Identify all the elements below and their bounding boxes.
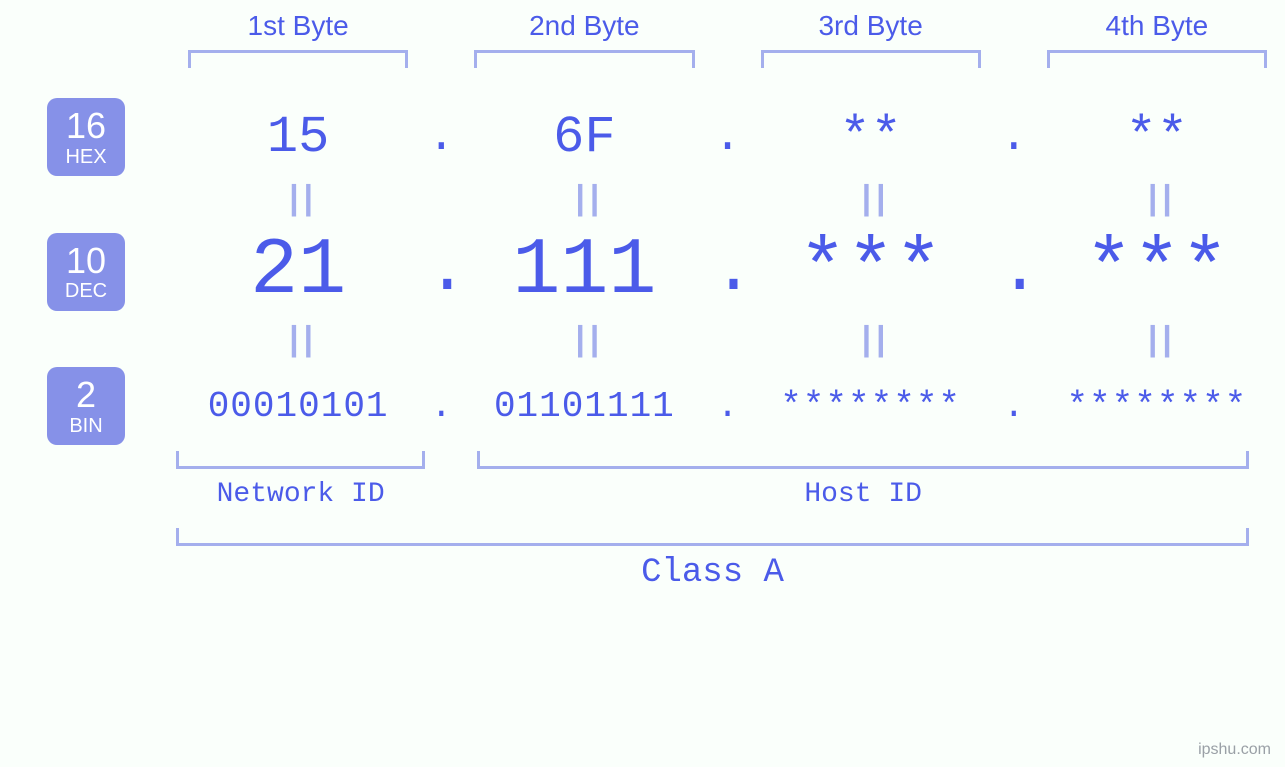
dec-base-number: 10 [66, 241, 106, 281]
watermark: ipshu.com [1198, 741, 1271, 759]
dec-byte-2: 111 [456, 226, 712, 317]
dot: . [999, 232, 1029, 311]
byte-header-2: 2nd Byte [456, 10, 712, 42]
equals-icon: || [1029, 182, 1285, 220]
hex-byte-2: 6F [456, 108, 712, 167]
host-id-label: Host ID [471, 479, 1255, 510]
bin-byte-1: 00010101 [170, 386, 426, 427]
dot: . [713, 111, 743, 163]
byte-header-3: 3rd Byte [743, 10, 999, 42]
equals-row: || || || || [0, 317, 1285, 367]
equals-icon: || [456, 182, 712, 220]
byte-header-4: 4th Byte [1029, 10, 1285, 42]
bin-base-label: BIN [69, 415, 102, 437]
top-brackets-row [0, 42, 1285, 68]
dot: . [426, 386, 456, 427]
dec-byte-4: *** [1029, 226, 1285, 317]
equals-icon: || [743, 323, 999, 361]
dot: . [999, 386, 1029, 427]
hex-badge: 16 HEX [47, 98, 125, 176]
class-bracket [176, 528, 1249, 546]
top-bracket [761, 50, 981, 68]
dot: . [426, 232, 456, 311]
hex-byte-3: ** [743, 108, 999, 167]
bin-byte-2: 01101111 [456, 386, 712, 427]
byte-header-row: 1st Byte 2nd Byte 3rd Byte 4th Byte [0, 10, 1285, 42]
dec-base-label: DEC [65, 280, 107, 302]
bin-byte-4: ******** [1029, 386, 1285, 427]
top-bracket [188, 50, 408, 68]
dot: . [713, 386, 743, 427]
equals-icon: || [456, 323, 712, 361]
bottom-section: Network ID Host ID Class A [170, 451, 1255, 592]
class-label: Class A [170, 554, 1255, 592]
dot: . [426, 111, 456, 163]
host-id-bracket [477, 451, 1249, 469]
hex-base-label: HEX [65, 146, 106, 168]
hex-byte-4: ** [1029, 108, 1285, 167]
top-bracket [474, 50, 694, 68]
bin-base-number: 2 [76, 375, 96, 415]
dec-byte-1: 21 [170, 226, 426, 317]
network-id-label: Network ID [170, 479, 431, 510]
dot: . [999, 111, 1029, 163]
bin-byte-3: ******** [743, 386, 999, 427]
bin-row: 2 BIN 00010101 . 01101111 . ******** . *… [0, 367, 1285, 445]
dot: . [713, 232, 743, 311]
dec-badge: 10 DEC [47, 233, 125, 311]
hex-base-number: 16 [66, 106, 106, 146]
top-bracket [1047, 50, 1267, 68]
dec-byte-3: *** [743, 226, 999, 317]
equals-icon: || [170, 323, 426, 361]
bin-badge: 2 BIN [47, 367, 125, 445]
hex-row: 16 HEX 15 . 6F . ** . ** [0, 98, 1285, 176]
equals-row: || || || || [0, 176, 1285, 226]
byte-header-1: 1st Byte [170, 10, 426, 42]
dec-row: 10 DEC 21 . 111 . *** . *** [0, 226, 1285, 317]
equals-icon: || [1029, 323, 1285, 361]
hex-byte-1: 15 [170, 108, 426, 167]
equals-icon: || [743, 182, 999, 220]
network-id-bracket [176, 451, 425, 469]
ip-diagram: 1st Byte 2nd Byte 3rd Byte 4th Byte 16 H [0, 0, 1285, 767]
equals-icon: || [170, 182, 426, 220]
